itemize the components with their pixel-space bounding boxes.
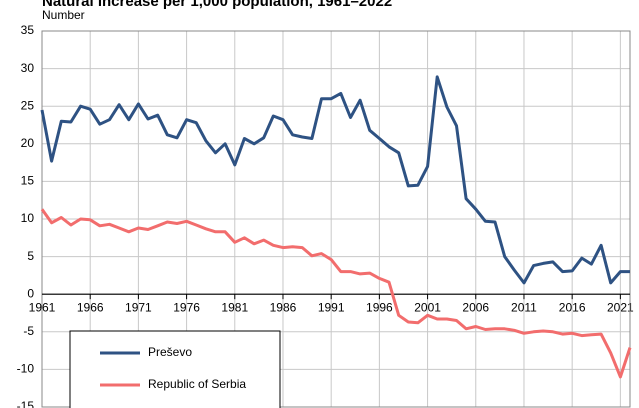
plot-border	[41, 30, 631, 408]
y-tick-label: 0	[27, 286, 34, 300]
series-line	[40, 75, 630, 285]
x-tick-label: 2001	[414, 300, 441, 314]
x-tick-label: 2021	[607, 300, 634, 314]
chart-subtitle: Number	[42, 8, 85, 22]
x-tick-label: 2011	[511, 300, 537, 314]
legend-label: Preševo	[148, 345, 192, 359]
y-tick-label: 5	[27, 249, 34, 263]
y-tick-label: 10	[21, 211, 35, 225]
x-tick-label: 1976	[173, 300, 200, 314]
x-tick-label: 1991	[318, 300, 345, 314]
legend-box	[69, 330, 281, 408]
legend-label: Republic of Serbia	[148, 377, 246, 391]
y-tick-label: -10	[17, 362, 35, 376]
x-tick-label: 1996	[366, 300, 393, 314]
x-tick-label: 1971	[125, 300, 152, 314]
x-tick-label: 1986	[270, 300, 297, 314]
y-tick-label: 25	[21, 98, 35, 112]
chart-title: Natural increase per 1,000 population, 1…	[42, 0, 392, 10]
y-tick-label: 15	[21, 174, 35, 188]
x-tick-label: 2006	[462, 300, 489, 314]
x-tick-label: 1981	[221, 300, 248, 314]
y-tick-label: 20	[21, 136, 35, 150]
y-tick-label: 35	[21, 23, 35, 37]
x-tick-label: 1966	[77, 300, 104, 314]
series-line	[40, 208, 632, 379]
y-tick-label: 30	[21, 61, 35, 75]
x-tick-label: 2016	[559, 300, 586, 314]
y-tick-label: -15	[17, 399, 35, 408]
y-tick-label: -5	[23, 324, 34, 338]
